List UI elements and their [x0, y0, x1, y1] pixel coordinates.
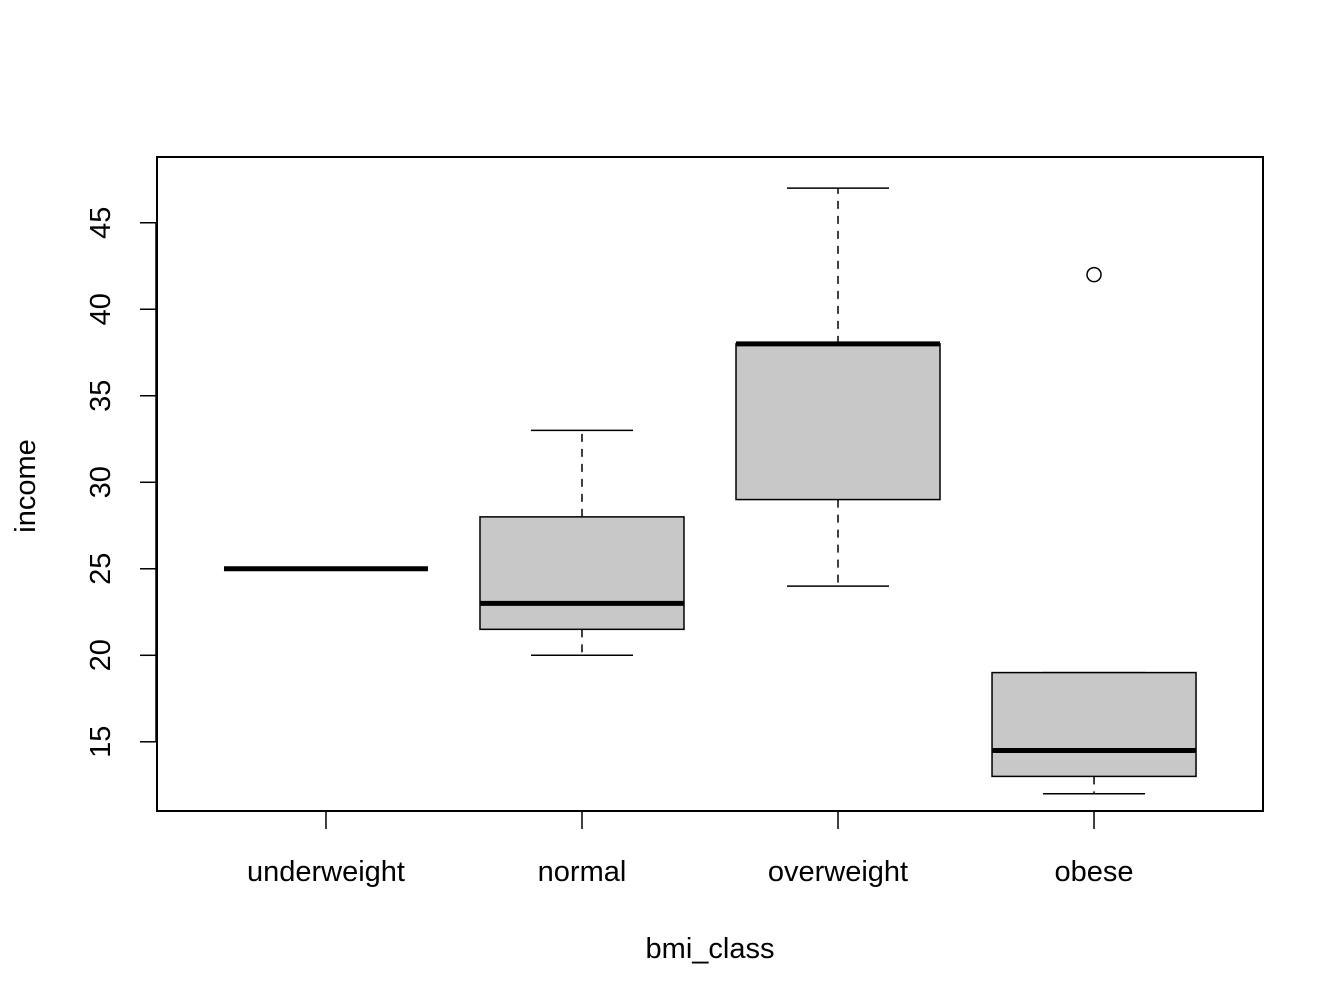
x-tick-label: obese [1055, 856, 1134, 888]
x-tick-label: overweight [768, 856, 908, 888]
y-tick-label: 20 [85, 639, 117, 671]
y-axis: 15 20 25 30 35 40 45 [85, 207, 157, 758]
y-tick-label: 45 [85, 207, 117, 239]
x-tick-label: underweight [247, 856, 405, 888]
x-axis: underweight normal overweight obese [247, 812, 1134, 888]
y-tick-label: 40 [85, 293, 117, 325]
y-tick-label: 15 [85, 726, 117, 758]
iqr-box [479, 516, 685, 631]
y-tick-label: 30 [85, 466, 117, 498]
iqr-box [991, 671, 1197, 778]
y-tick-label: 25 [85, 553, 117, 585]
y-tick-label: 35 [85, 380, 117, 412]
box-obese [991, 266, 1197, 795]
y-axis-label: income [10, 439, 42, 533]
x-tick-label: normal [538, 856, 627, 888]
box-overweight [735, 187, 941, 587]
box-normal [479, 429, 685, 657]
iqr-box [735, 343, 941, 501]
plot-frame [156, 156, 1264, 812]
box-series [223, 187, 1197, 795]
x-axis-label: bmi_class [646, 933, 775, 965]
outlier-point [1086, 266, 1102, 283]
